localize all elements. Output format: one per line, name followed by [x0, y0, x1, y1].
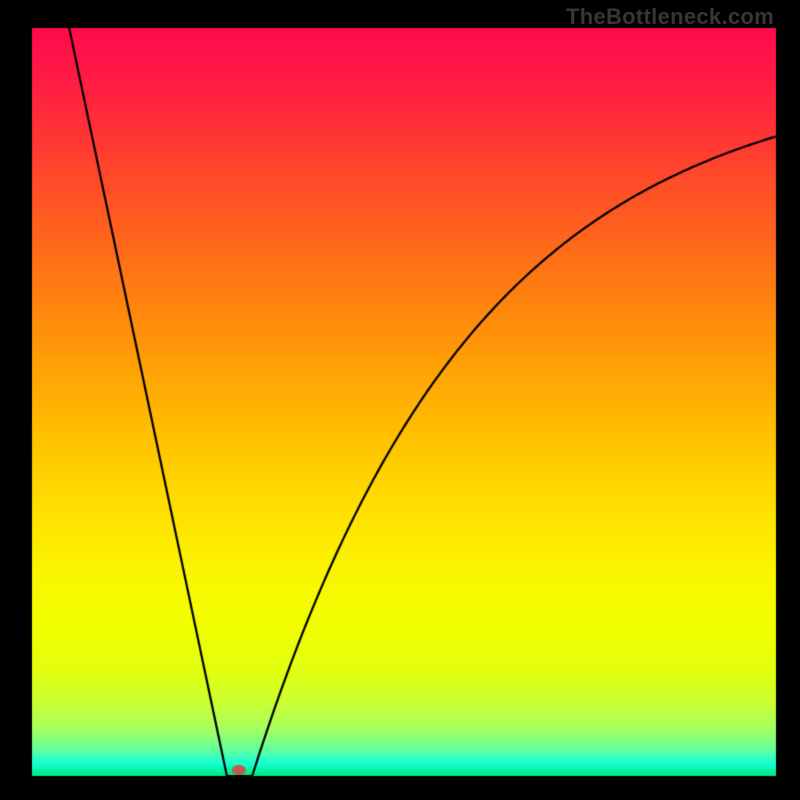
bottleneck-curve [0, 0, 800, 800]
watermark-text: TheBottleneck.com [566, 4, 774, 30]
